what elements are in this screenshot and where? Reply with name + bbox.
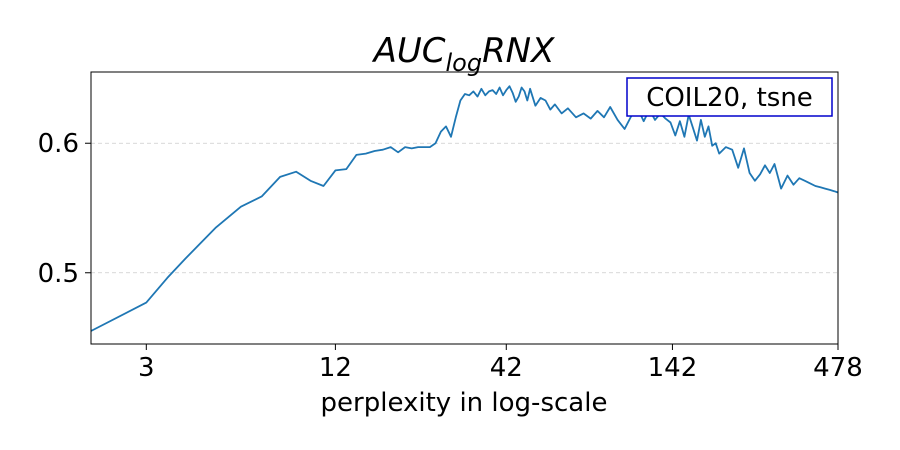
annotation-text: COIL20, tsne (646, 83, 813, 113)
title-subscript: log (445, 49, 482, 77)
x-tick-label: 42 (490, 353, 523, 383)
y-ticks: 0.5 0.6 (38, 129, 91, 289)
title-main: AUC (372, 31, 446, 71)
line-layer (90, 85, 839, 332)
grid-layer (91, 142, 838, 274)
x-ticks: 3 12 42 142 478 (138, 344, 863, 383)
series-line (90, 85, 839, 332)
x-tick-label: 3 (138, 353, 155, 383)
title-suffix: RNX (482, 31, 555, 71)
x-tick-label: 478 (813, 353, 863, 383)
annotation-box: COIL20, tsne (626, 77, 833, 117)
y-tick-label: 0.5 (38, 259, 79, 289)
chart-title: AUClogRNX (372, 31, 556, 77)
x-tick-label: 142 (648, 353, 698, 383)
annotation-border (626, 77, 833, 117)
y-tick-label: 0.6 (38, 129, 79, 159)
x-axis-label: perplexity in log-scale (321, 388, 608, 418)
plot-frame (90, 71, 839, 345)
x-tick-label: 12 (319, 353, 352, 383)
